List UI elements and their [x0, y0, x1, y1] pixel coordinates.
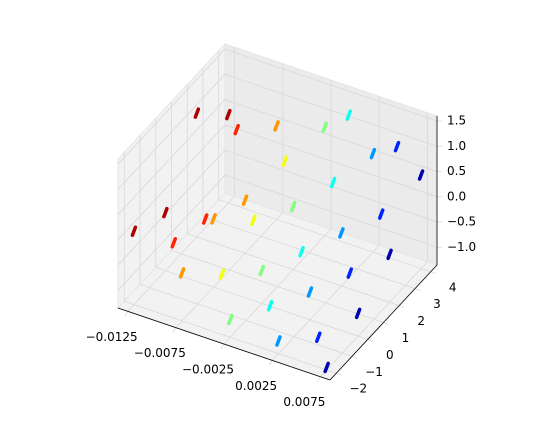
y-tick-label: 4: [449, 280, 457, 294]
point: [386, 248, 393, 261]
point: [162, 206, 169, 219]
z-tick-label: 1.0: [447, 139, 466, 153]
x-tick-label: −0.0025: [182, 363, 234, 377]
point: [306, 286, 314, 298]
y-tick-label: −2: [349, 382, 367, 396]
tick-mark: [220, 343, 225, 350]
x-tick-label: 0.0075: [283, 395, 325, 409]
point: [281, 155, 289, 167]
point: [250, 214, 257, 226]
point: [289, 200, 297, 213]
point: [258, 264, 266, 277]
tick-mark: [124, 311, 128, 317]
grid-line: [117, 124, 226, 241]
y-tick-label: 2: [417, 314, 425, 328]
point: [354, 307, 362, 320]
point: [345, 109, 353, 121]
tick-mark: [172, 327, 177, 333]
point: [315, 331, 322, 344]
grid-line: [117, 48, 226, 165]
grid-line: [224, 174, 438, 248]
point: [298, 245, 305, 258]
grid-line: [187, 233, 400, 306]
point: [130, 225, 138, 238]
point: [417, 169, 425, 181]
tick-mark: [414, 288, 421, 292]
point: [201, 213, 209, 225]
y-tick-label: 1: [402, 331, 410, 345]
grid-line: [117, 74, 226, 190]
x-tick-label: −0.0125: [86, 330, 138, 344]
grid-line: [139, 283, 353, 357]
grid-line: [155, 267, 368, 340]
point: [273, 120, 280, 132]
point: [369, 147, 377, 160]
z-tick-label: 1.5: [447, 114, 466, 128]
y-tick-label: 0: [386, 348, 394, 362]
grid-line: [218, 199, 431, 273]
tick-mark: [351, 355, 358, 359]
point: [338, 227, 345, 239]
grid-line: [224, 124, 438, 198]
grid-line: [117, 175, 226, 291]
point: [329, 176, 337, 189]
grid-line: [124, 300, 337, 374]
grid-line: [117, 99, 226, 215]
point: [218, 268, 226, 281]
grid-line: [224, 48, 438, 122]
point: [227, 313, 234, 326]
tick-mark: [383, 322, 389, 325]
axis-line: [117, 307, 331, 381]
point: [377, 208, 385, 220]
grid-line: [224, 73, 438, 147]
tick-mark: [268, 360, 273, 366]
axis-line: [329, 264, 438, 381]
y-tick-label: 3: [433, 297, 441, 311]
z-tick-label: 0.0: [447, 189, 466, 203]
point: [233, 123, 240, 136]
z-tick-label: −1.0: [447, 240, 476, 254]
tick-mark: [430, 271, 436, 275]
y-tick-label: −1: [365, 365, 383, 379]
point: [275, 335, 282, 347]
tick-mark: [317, 376, 321, 382]
grid-line: [224, 99, 438, 172]
point: [323, 361, 330, 374]
tick-mark: [336, 372, 342, 376]
z-tick-label: 0.5: [447, 164, 466, 178]
point: [393, 140, 401, 153]
grid-line: [117, 149, 226, 266]
point: [225, 108, 232, 121]
point: [241, 194, 249, 206]
point: [266, 300, 274, 312]
tick-mark: [399, 305, 405, 308]
z-tick-label: −0.5: [447, 215, 476, 229]
tick-mark: [367, 339, 373, 342]
point: [178, 267, 186, 279]
x-tick-label: 0.0025: [235, 379, 277, 393]
point: [210, 213, 217, 225]
grid-line: [202, 216, 416, 290]
point: [170, 236, 178, 249]
x-tick-label: −0.0075: [134, 346, 186, 360]
point: [321, 121, 328, 133]
point: [346, 267, 354, 279]
point: [193, 107, 201, 119]
grid-line: [171, 250, 384, 323]
